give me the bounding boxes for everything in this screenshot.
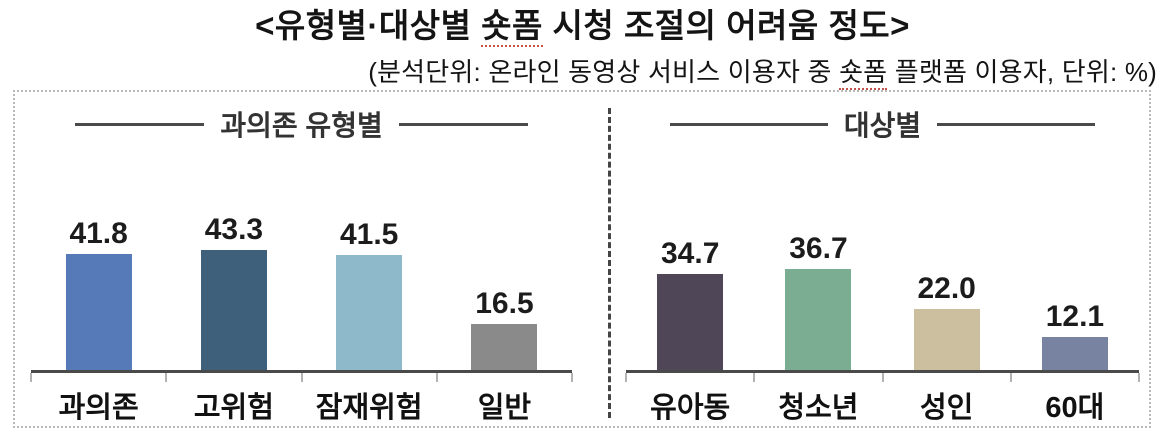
category-label: 잠재위험 <box>315 392 423 424</box>
chart-subtitle-spellcheck-word: 숏폼 <box>839 56 888 90</box>
bar-cell: 34.7 <box>626 237 754 371</box>
header-rule-left <box>670 122 828 126</box>
group-header-left: 과의존 유형별 <box>31 104 572 144</box>
bar <box>657 274 724 371</box>
bar-value-label: 36.7 <box>789 231 848 265</box>
group-header-right: 대상별 <box>626 104 1139 144</box>
header-rule-left <box>75 122 205 126</box>
bars-left: 41.8 43.3 41.5 16.5 <box>31 152 573 374</box>
header-rule-right <box>398 122 529 126</box>
bar-value-label: 34.7 <box>661 237 720 271</box>
bar-cell: 41.8 <box>31 217 166 371</box>
category-label: 유아동 <box>650 392 731 424</box>
chart-title-spellcheck-word: 숏폼 <box>481 7 543 47</box>
bar-value-label: 22.0 <box>917 272 976 306</box>
axis-tick <box>435 373 438 383</box>
chart-title-post: 시청 조절의 어려움 정도> <box>542 7 910 44</box>
bar-cell: 16.5 <box>437 287 572 371</box>
chart-title-pre: <유형별·대상별 <box>255 7 482 44</box>
category-labels-right: 유아동 청소년 성인 60대 <box>626 384 1139 426</box>
group-title-right: 대상별 <box>843 110 922 141</box>
bar-cell: 43.3 <box>166 213 301 371</box>
bar-value-label: 12.1 <box>1045 299 1105 333</box>
group-target: 대상별 34.7 36.7 22.0 12.1 유아동 청소년 성인 60대 <box>608 92 1149 426</box>
category-label: 과의존 <box>58 392 139 424</box>
axis-ticks-right <box>625 373 1140 383</box>
bar <box>200 250 267 371</box>
bar-value-label: 41.5 <box>339 218 399 252</box>
bars-right: 34.7 36.7 22.0 12.1 <box>626 152 1139 374</box>
bar-cell: 41.5 <box>302 218 437 371</box>
axis-tick <box>1137 373 1140 383</box>
bar <box>1041 336 1108 371</box>
bar <box>913 309 980 371</box>
bar-value-label: 16.5 <box>475 287 534 321</box>
chart-title: <유형별·대상별 숏폼 시청 조절의 어려움 정도> <box>0 0 1165 47</box>
bar-cell: 12.1 <box>1011 299 1139 371</box>
chart-subtitle-pre: (분석단위: 온라인 동영상 서비스 이용자 중 <box>368 56 840 87</box>
category-labels-left: 과의존 고위험 잠재위험 일반 <box>31 384 572 426</box>
axis-tick <box>165 373 168 383</box>
axis-tick <box>30 373 32 383</box>
group-overdependence-type: 과의존 유형별 41.8 43.3 41.5 16.5 과의존 고위험 잠재위험 일반 <box>15 92 608 426</box>
axis-tick <box>1009 373 1012 383</box>
bar-value-label: 43.3 <box>204 213 264 247</box>
category-label: 청소년 <box>778 392 859 424</box>
axis-tick <box>571 373 574 383</box>
bar <box>471 324 538 371</box>
category-label: 고위험 <box>193 392 274 424</box>
axis-tick <box>881 373 884 383</box>
bar-cell: 36.7 <box>754 231 882 371</box>
bar <box>336 255 403 371</box>
axis-ticks-left <box>30 373 574 383</box>
group-title-left: 과의존 유형별 <box>220 110 383 141</box>
header-rule-right <box>937 122 1095 126</box>
axis-tick <box>625 373 628 383</box>
bar <box>65 254 132 371</box>
axis-tick <box>300 373 303 383</box>
axis-tick <box>753 373 756 383</box>
category-label: 성인 <box>919 392 974 424</box>
chart-subtitle-post: 플랫폼 이용자, 단위: %) <box>887 56 1157 87</box>
chart-subtitle: (분석단위: 온라인 동영상 서비스 이용자 중 숏폼 플랫폼 이용자, 단위:… <box>0 52 1165 90</box>
bar-cell: 22.0 <box>883 272 1011 371</box>
dashed-group-divider <box>608 108 612 418</box>
chart-area: 과의존 유형별 41.8 43.3 41.5 16.5 과의존 고위험 잠재위험 일반 대상… <box>13 90 1151 428</box>
category-label: 일반 <box>477 392 532 424</box>
bar-value-label: 41.8 <box>69 217 128 251</box>
category-label: 60대 <box>1045 392 1105 424</box>
bar <box>785 268 852 371</box>
